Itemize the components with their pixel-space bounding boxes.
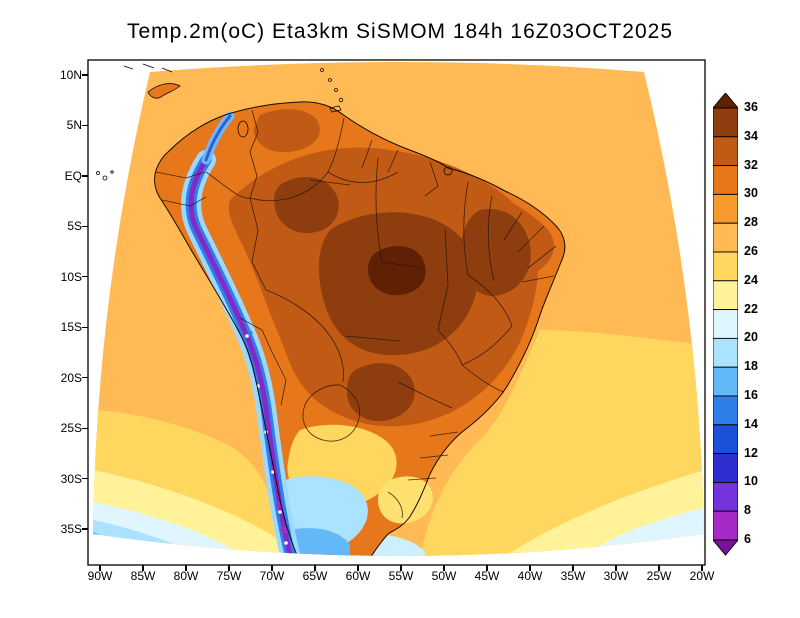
colorbar-segment — [713, 165, 738, 195]
x-axis-label: 60W — [345, 569, 371, 583]
colorbar-segment — [713, 424, 738, 455]
x-axis-label: 50W — [431, 569, 457, 583]
colorbar-segment — [713, 309, 738, 339]
x-axis-label: 40W — [517, 569, 543, 583]
y-axis-label: 20S — [60, 370, 82, 385]
x-axis-label: 25W — [646, 569, 672, 583]
colorbar-segment — [713, 280, 738, 311]
y-axis-label: 10S — [60, 269, 82, 284]
colorbar-tick-label: 10 — [744, 474, 758, 489]
x-axis-tick — [572, 565, 574, 571]
colorbar-tick-label: 12 — [744, 445, 758, 460]
x-axis-tick — [142, 565, 144, 571]
colorbar-segment — [713, 366, 738, 397]
colorbar-top-arrow — [713, 93, 738, 109]
colorbar-tick-label: 16 — [744, 388, 758, 402]
colorbar-tick-label: 24 — [744, 272, 758, 287]
colorbar-bottom-arrow — [713, 539, 738, 556]
colorbar-tick-label: 8 — [744, 503, 751, 518]
y-axis-label: 15S — [60, 320, 82, 335]
x-axis-label: 30W — [603, 569, 629, 583]
y-axis-label: EQ — [64, 168, 82, 183]
plot-title: Temp.2m(oC) Eta3km SiSMOM 184h 16Z03OCT2… — [126, 20, 674, 43]
y-axis-label: 5N — [66, 118, 82, 133]
x-axis-label: 35W — [560, 569, 586, 583]
y-axis-tick — [82, 427, 88, 429]
offshore-islands — [96, 63, 173, 181]
x-axis-label: 20W — [689, 569, 715, 583]
x-axis-label: 80W — [173, 569, 199, 583]
x-axis-tick — [271, 565, 273, 571]
x-axis-tick — [314, 565, 316, 571]
x-axis-tick — [701, 565, 703, 571]
y-axis-tick — [82, 377, 88, 379]
colorbar-tick-label: 26 — [744, 244, 758, 258]
x-axis-tick — [443, 565, 445, 571]
x-axis-tick — [228, 565, 230, 571]
y-axis-label: 5S — [67, 219, 82, 234]
x-axis-tick — [99, 565, 101, 571]
colorbar-tick-label: 22 — [744, 301, 758, 316]
colorbar-tick-label: 6 — [744, 532, 751, 546]
colorbar-tick-label: 18 — [744, 359, 758, 374]
y-axis-tick — [82, 276, 88, 278]
y-axis-label: 25S — [60, 421, 82, 436]
colorbar-segment — [713, 395, 738, 426]
colorbar-tick-label: 32 — [744, 157, 758, 172]
x-axis-tick — [486, 565, 488, 571]
colorbar-segment — [713, 251, 738, 282]
colorbar-segment — [713, 136, 738, 167]
x-axis-label: 90W — [87, 569, 113, 583]
x-axis-tick — [658, 565, 660, 571]
colorbar-segment — [713, 107, 738, 138]
x-axis-tick — [400, 565, 402, 571]
colorbar-tick-label: 36 — [744, 100, 758, 114]
colorbar-segment — [713, 222, 738, 253]
y-axis-tick — [82, 74, 88, 76]
colorbar — [713, 93, 738, 556]
x-axis-label: 75W — [216, 569, 242, 583]
x-axis-label: 85W — [130, 569, 156, 583]
colorbar-segment — [713, 453, 738, 483]
colorbar-segment — [713, 481, 738, 512]
y-axis-tick — [82, 225, 88, 228]
x-axis-tick — [529, 565, 531, 571]
colorbar-segment — [713, 510, 738, 541]
colorbar-tick-label: 30 — [744, 186, 758, 201]
colorbar-tick-label: 28 — [744, 215, 758, 230]
islands-and-lakes — [147, 68, 453, 176]
temperature-field — [93, 62, 704, 556]
x-axis-label: 65W — [302, 569, 328, 583]
y-axis-tick — [82, 528, 88, 530]
plot-frame — [87, 59, 706, 566]
colorbar-tick-label: 20 — [744, 330, 758, 345]
x-axis-tick — [185, 565, 187, 571]
y-axis-tick — [82, 478, 88, 480]
x-axis-label: 45W — [474, 569, 500, 583]
y-axis-label: 10N — [59, 68, 82, 82]
y-axis-tick — [82, 326, 88, 328]
colorbar-tick-label: 14 — [744, 416, 758, 431]
x-axis-label: 70W — [259, 569, 285, 583]
x-axis-tick — [615, 565, 617, 571]
colorbar-segment — [713, 337, 738, 368]
y-axis-tick — [82, 124, 88, 127]
x-axis-tick — [357, 565, 359, 571]
lake-titicaca — [247, 330, 253, 336]
y-axis-tick — [82, 175, 88, 177]
y-axis-label: 30S — [60, 471, 82, 486]
y-axis-label: 35S — [60, 522, 82, 537]
colorbar-tick-label: 34 — [744, 128, 758, 143]
x-axis-label: 55W — [388, 569, 414, 583]
political-borders — [155, 109, 557, 519]
colorbar-segment — [713, 193, 738, 224]
